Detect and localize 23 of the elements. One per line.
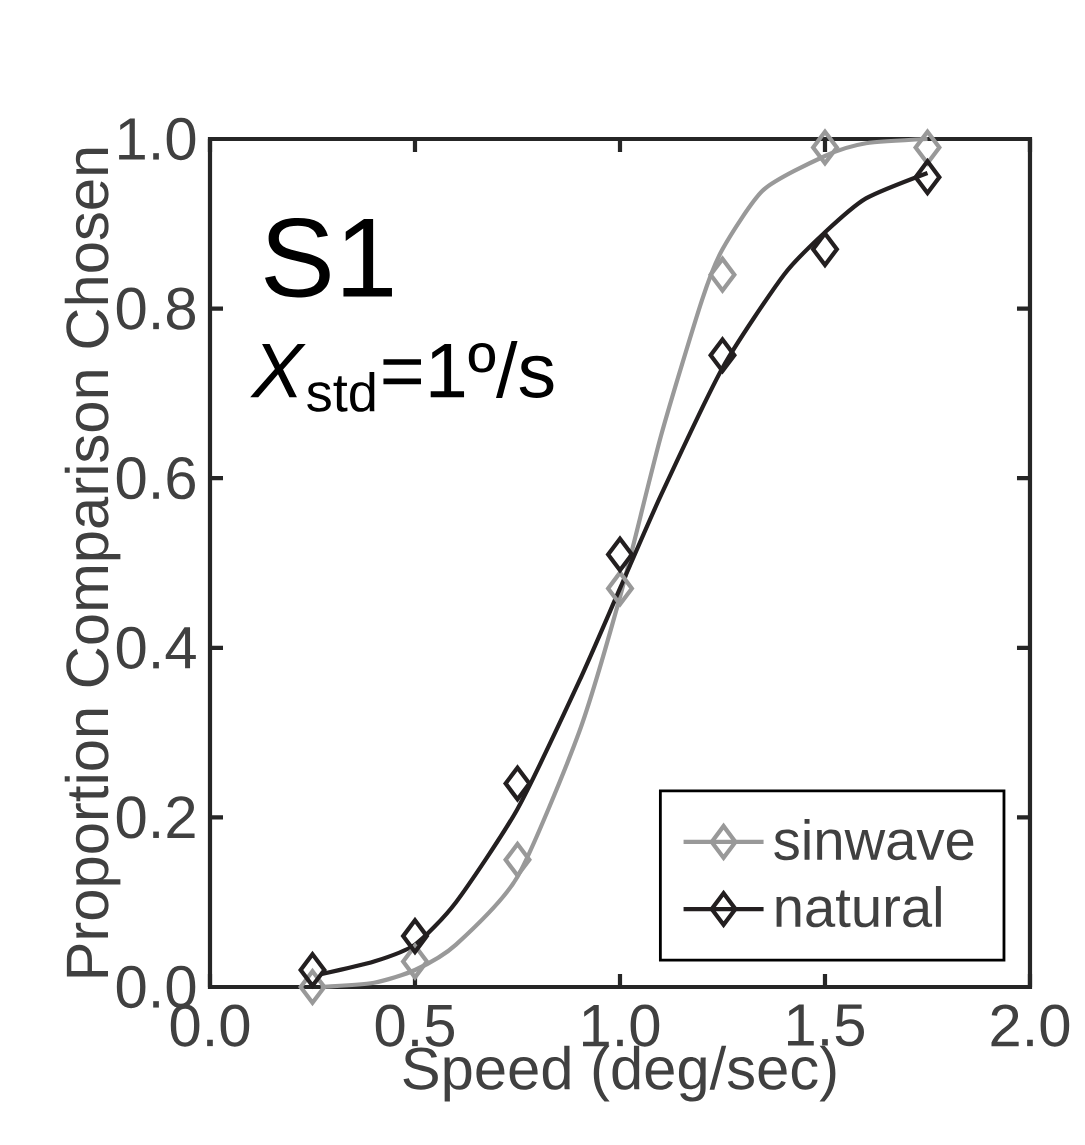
point: [708, 256, 737, 293]
point: [401, 918, 429, 955]
legend-label: sinwave: [774, 818, 974, 861]
point: [298, 969, 327, 1005]
x-tick-label: 0.5: [375, 1004, 454, 1047]
point: [606, 570, 634, 607]
y-tick-label: 1.0: [119, 117, 196, 161]
x-axis-title: Speed (deg/sec): [403, 1045, 836, 1102]
point: [298, 952, 327, 988]
x-tick-label: 1.0: [583, 1004, 660, 1047]
point: [811, 231, 839, 268]
point: [913, 129, 942, 166]
x-tick-label: 2.0: [991, 1004, 1070, 1047]
x-tick-label: 1.5: [788, 1004, 864, 1047]
point: [503, 765, 532, 802]
point: [708, 337, 737, 374]
point: [913, 159, 942, 196]
point: [503, 841, 532, 878]
legend-label: natural: [776, 886, 941, 928]
annotation: S1: [265, 217, 392, 298]
annotation: X$_{std}$=1º/s: [250, 341, 554, 412]
point: [606, 536, 634, 573]
point: [811, 129, 839, 166]
